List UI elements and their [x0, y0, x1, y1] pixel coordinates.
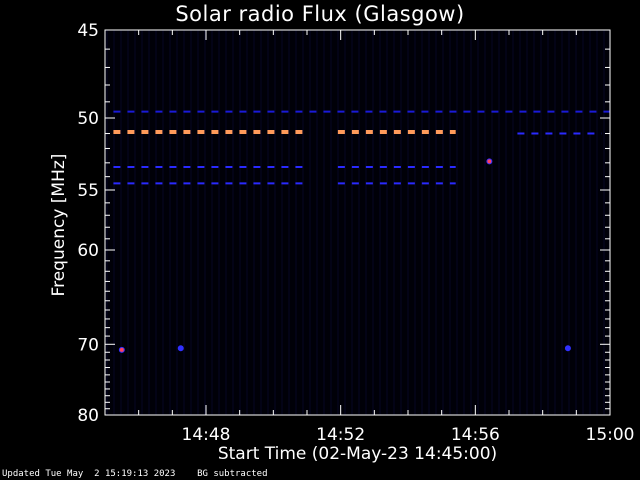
- y-tick-label: 55: [77, 181, 99, 201]
- y-tick-label: 45: [77, 21, 99, 41]
- spot-mark: [118, 346, 125, 353]
- spot-mark: [564, 345, 571, 352]
- spot-mark: [486, 158, 493, 165]
- x-tick-label: 14:48: [182, 425, 231, 445]
- y-tick-label: 60: [77, 241, 99, 261]
- footer-status: Updated Tue May 2 15:19:13 2023 BG subtr…: [2, 469, 268, 479]
- y-tick-label: 70: [77, 335, 99, 355]
- x-tick-label: 15:00: [586, 425, 635, 445]
- x-axis-label: Start Time (02-May-23 14:45:00): [217, 444, 498, 464]
- updated-timestamp: Updated Tue May 2 15:19:13 2023: [2, 469, 176, 479]
- bg-note: BG subtracted: [197, 469, 268, 479]
- axes-frame: [104, 29, 611, 416]
- spot-mark: [177, 345, 184, 352]
- y-tick-label: 80: [77, 406, 99, 426]
- y-axis-label: Frequency [MHz]: [49, 153, 69, 297]
- x-tick-label: 14:52: [316, 425, 365, 445]
- plot-area: [105, 30, 610, 415]
- x-tick-label: 14:56: [451, 425, 500, 445]
- y-tick-label: 50: [77, 109, 99, 129]
- chart-title: Solar radio Flux (Glasgow): [175, 2, 465, 26]
